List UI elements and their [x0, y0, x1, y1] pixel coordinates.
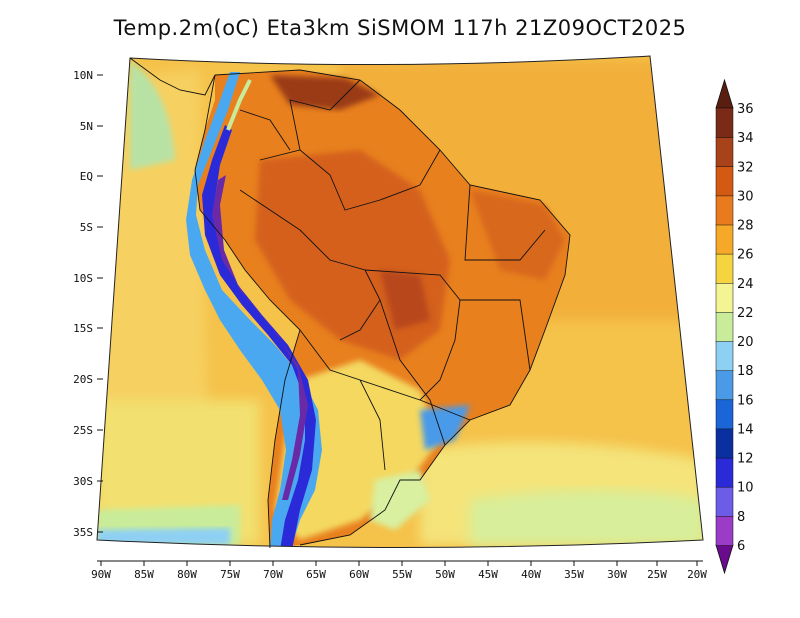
svg-text:5S: 5S: [80, 221, 93, 234]
colorbar-arrow-bottom: [715, 544, 734, 575]
lon-label: 90W: [91, 561, 111, 581]
svg-text:20W: 20W: [687, 568, 707, 581]
lon-label: 30W: [607, 561, 627, 581]
svg-text:15S: 15S: [73, 322, 93, 335]
svg-text:25W: 25W: [647, 568, 667, 581]
colorbar-level-label: 32: [737, 160, 754, 175]
map-title: Temp.2m(oC) Eta3km SiSMOM 117h 21Z09OCT2…: [113, 16, 687, 40]
svg-text:55W: 55W: [392, 568, 412, 581]
colorbar-swatch: [715, 311, 734, 342]
svg-text:90W: 90W: [91, 568, 111, 581]
lat-label: 20S: [73, 373, 103, 386]
lon-label: 70W: [263, 561, 283, 581]
lon-label: 45W: [478, 561, 498, 581]
lon-axis: 90W 85W 80W 75W 70W 65W 60W 55W 50W 45W …: [91, 560, 707, 581]
colorbar-level-label: 18: [737, 364, 754, 379]
colorbar-swatch: [715, 136, 734, 167]
colorbar-swatch: [715, 369, 734, 401]
lon-label: 65W: [306, 561, 326, 581]
svg-text:75W: 75W: [220, 568, 240, 581]
colorbar-level-label: 24: [737, 277, 754, 292]
svg-text:60W: 60W: [349, 568, 369, 581]
domain-outline: [96, 55, 704, 548]
lat-label: 10N: [73, 69, 103, 82]
colorbar-level-label: 26: [737, 248, 754, 263]
colorbar-swatch: [715, 399, 734, 430]
svg-text:35W: 35W: [564, 568, 584, 581]
lat-label: 15S: [73, 322, 103, 335]
colorbar-level-label: 12: [737, 452, 754, 467]
svg-text:10N: 10N: [73, 69, 93, 82]
svg-text:80W: 80W: [177, 568, 197, 581]
lon-label: 75W: [220, 561, 240, 581]
colorbar-level-label: 30: [737, 189, 754, 204]
svg-text:40W: 40W: [521, 568, 541, 581]
lon-label: 25W: [647, 561, 667, 581]
svg-text:50W: 50W: [435, 568, 455, 581]
svg-text:5N: 5N: [80, 120, 93, 133]
country-borders: [129, 57, 571, 549]
svg-text:85W: 85W: [134, 568, 154, 581]
lat-label: 10S: [73, 272, 103, 285]
lon-label: 55W: [392, 561, 412, 581]
colorbar-level-label: 8: [737, 510, 745, 525]
lat-axis: 10N 5N EQ 5S 10S 15S 20S 25S 30S 35S: [73, 69, 103, 539]
lat-label: EQ: [80, 170, 103, 183]
svg-text:35S: 35S: [73, 526, 93, 539]
colorbar-level-label: 28: [737, 219, 754, 234]
lon-label: 50W: [435, 561, 455, 581]
colorbar-swatch: [715, 486, 734, 517]
svg-text:EQ: EQ: [80, 170, 93, 183]
svg-text:65W: 65W: [306, 568, 326, 581]
lon-label: 20W: [687, 561, 707, 581]
lat-label: 5N: [80, 120, 103, 133]
colorbar-swatch: [715, 107, 734, 138]
colorbar-swatch: [715, 457, 734, 488]
colorbar-level-label: 36: [737, 102, 754, 117]
lon-label: 85W: [134, 561, 154, 581]
svg-text:30S: 30S: [73, 475, 93, 488]
colorbar-level-label: 6: [737, 539, 745, 554]
andes-cold-band: [186, 72, 322, 548]
svg-text:25S: 25S: [73, 424, 93, 437]
colorbar: 6 8 10 12 14 16 18 20 22 24 26 28 30 32 34 36: [715, 78, 754, 575]
colorbar-level-label: 16: [737, 393, 754, 408]
colorbar-swatch: [715, 340, 734, 371]
lat-label: 35S: [73, 526, 103, 539]
svg-text:70W: 70W: [263, 568, 283, 581]
lat-label: 25S: [73, 424, 103, 437]
colorbar-level-label: 20: [737, 335, 754, 350]
colorbar-level-label: 34: [737, 131, 754, 146]
colorbar-level-label: 22: [737, 306, 754, 321]
colorbar-level-label: 10: [737, 481, 754, 496]
colorbar-arrow-top: [715, 78, 734, 109]
svg-text:10S: 10S: [73, 272, 93, 285]
lat-label: 30S: [73, 475, 103, 488]
colorbar-swatch: [715, 515, 734, 546]
colorbar-swatch: [715, 166, 734, 197]
svg-text:45W: 45W: [478, 568, 498, 581]
colorbar-swatch: [715, 224, 734, 255]
colorbar-swatch: [715, 195, 734, 226]
temperature-field: [97, 56, 703, 548]
lon-label: 60W: [349, 561, 369, 581]
lon-label: 35W: [564, 561, 584, 581]
lon-label: 80W: [177, 561, 197, 581]
colorbar-swatch: [715, 282, 734, 313]
colorbar-level-label: 14: [737, 423, 754, 438]
lat-label: 5S: [80, 221, 103, 234]
colorbar-swatch: [715, 428, 734, 459]
lon-label: 40W: [521, 561, 541, 581]
svg-text:20S: 20S: [73, 373, 93, 386]
svg-text:30W: 30W: [607, 568, 627, 581]
colorbar-swatch: [715, 253, 734, 284]
